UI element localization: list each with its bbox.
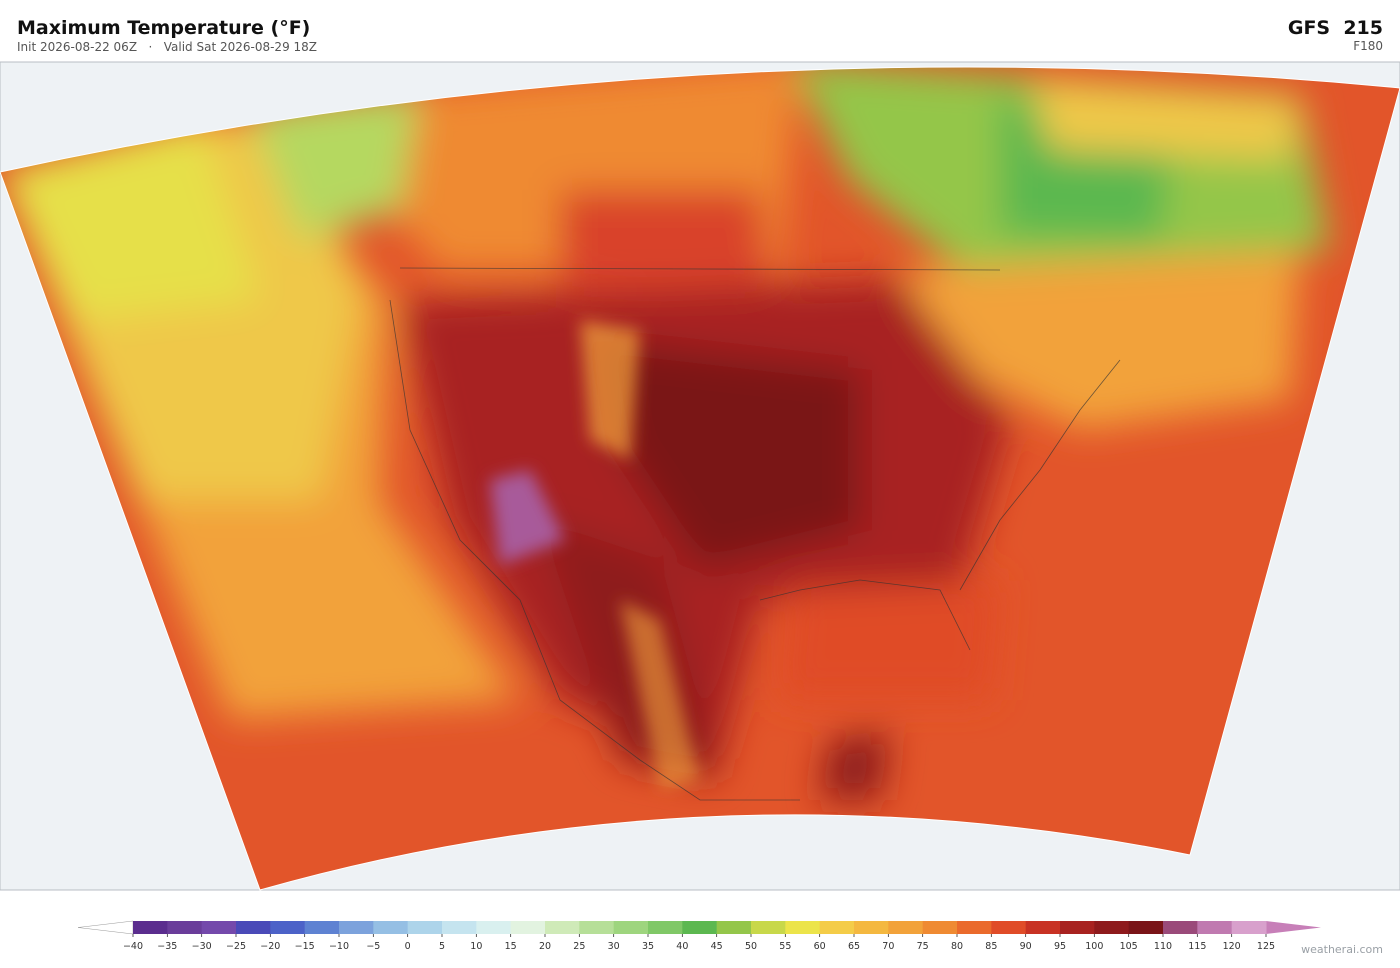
temperature-field xyxy=(0,66,1400,891)
color-swatch xyxy=(922,921,958,934)
color-swatch xyxy=(167,921,203,934)
title: Maximum Temperature (°F) xyxy=(17,17,310,39)
colorbar-tick-label: 20 xyxy=(539,941,551,952)
colorbar-tick-label: −5 xyxy=(366,941,380,952)
colorbar-tick-label: −10 xyxy=(329,941,349,952)
colorbar-tick-label: 15 xyxy=(505,941,517,952)
colorbar-tick-label: 75 xyxy=(917,941,929,952)
color-swatch xyxy=(476,921,512,934)
color-swatch xyxy=(613,921,649,934)
subtitle: Init 2026-08-22 06Z · Valid Sat 2026-08-… xyxy=(17,40,317,54)
colorbar: −40 −35 −30 −25 −20 −15 −10 −5 0 5 10 15 20 25 30 35 40 4… xyxy=(77,920,1321,952)
color-swatch xyxy=(1094,921,1130,934)
color-swatch xyxy=(888,921,924,934)
colorbar-tick-label: 70 xyxy=(882,941,894,952)
colorbar-tick-label: 90 xyxy=(1020,941,1032,952)
color-swatch xyxy=(545,921,580,934)
boundaries xyxy=(389,267,1121,801)
color-swatch xyxy=(373,921,409,934)
color-swatch xyxy=(339,921,374,934)
colorbar-tick-label: 105 xyxy=(1120,941,1138,952)
color-swatch xyxy=(1025,921,1061,934)
colorbar-tick-label: −40 xyxy=(123,941,143,952)
color-swatch xyxy=(1128,921,1164,934)
color-swatch xyxy=(1231,921,1267,934)
color-swatch xyxy=(304,921,340,934)
colorbar-tick-label: 45 xyxy=(711,941,723,952)
colorbar-tick-label: 110 xyxy=(1154,941,1172,952)
colorbar-tick-label: 100 xyxy=(1085,941,1103,952)
watermark: weatherai.com xyxy=(1301,943,1383,956)
colorbar-tick-label: 30 xyxy=(608,941,620,952)
color-swatch xyxy=(991,921,1027,934)
color-swatch xyxy=(270,921,306,934)
colorbar-tick-label: −35 xyxy=(157,941,177,952)
colorbar-tick-label: −15 xyxy=(295,941,315,952)
color-swatch xyxy=(201,921,237,934)
colorbar-tick-label: 65 xyxy=(848,941,860,952)
model-label: GFS 215 xyxy=(1288,17,1383,39)
color-swatch xyxy=(1060,921,1095,934)
color-swatch xyxy=(407,921,443,934)
colorbar-under xyxy=(77,920,134,935)
colorbar-tick-label: 10 xyxy=(470,941,482,952)
color-swatch xyxy=(785,921,821,934)
color-swatch xyxy=(236,921,271,934)
color-swatch xyxy=(1163,921,1198,934)
map xyxy=(0,61,1400,891)
colorbar-tick-label: 95 xyxy=(1054,941,1066,952)
color-swatch xyxy=(579,921,615,934)
color-swatch xyxy=(133,921,168,934)
colorbar-tick-label: 80 xyxy=(951,941,963,952)
colorbar-tick-label: 5 xyxy=(439,941,445,952)
color-swatch xyxy=(510,921,546,934)
colorbar-tick-label: −25 xyxy=(226,941,246,952)
colorbar-tick-label: 35 xyxy=(642,941,654,952)
color-swatch xyxy=(751,921,786,934)
color-swatch xyxy=(682,921,718,934)
color-swatch xyxy=(1197,921,1233,934)
colorbar-tick-label: 85 xyxy=(985,941,997,952)
colorbar-tick-label: 60 xyxy=(814,941,826,952)
color-swatch xyxy=(648,921,683,934)
colorbar-tick-label: 50 xyxy=(745,941,757,952)
colorbar-over xyxy=(1266,921,1321,934)
color-swatch xyxy=(819,921,855,934)
color-swatch xyxy=(957,921,992,934)
colorbar-tick-label: 120 xyxy=(1223,941,1241,952)
forecast-hour: F180 xyxy=(1353,39,1383,53)
colorbar-tick-label: 25 xyxy=(573,941,585,952)
colorbar-tick-label: 55 xyxy=(779,941,791,952)
colorbar-tick-label: 115 xyxy=(1188,941,1206,952)
colorbar-tick-label: −30 xyxy=(192,941,212,952)
color-swatch xyxy=(716,921,752,934)
colorbar-tick-label: −20 xyxy=(260,941,280,952)
colorbar-tick-label: 125 xyxy=(1257,941,1275,952)
color-swatch xyxy=(442,921,477,934)
color-swatch xyxy=(854,921,889,934)
colorbar-tick-label: 0 xyxy=(405,941,411,952)
colorbar-tick-label: 40 xyxy=(676,941,688,952)
